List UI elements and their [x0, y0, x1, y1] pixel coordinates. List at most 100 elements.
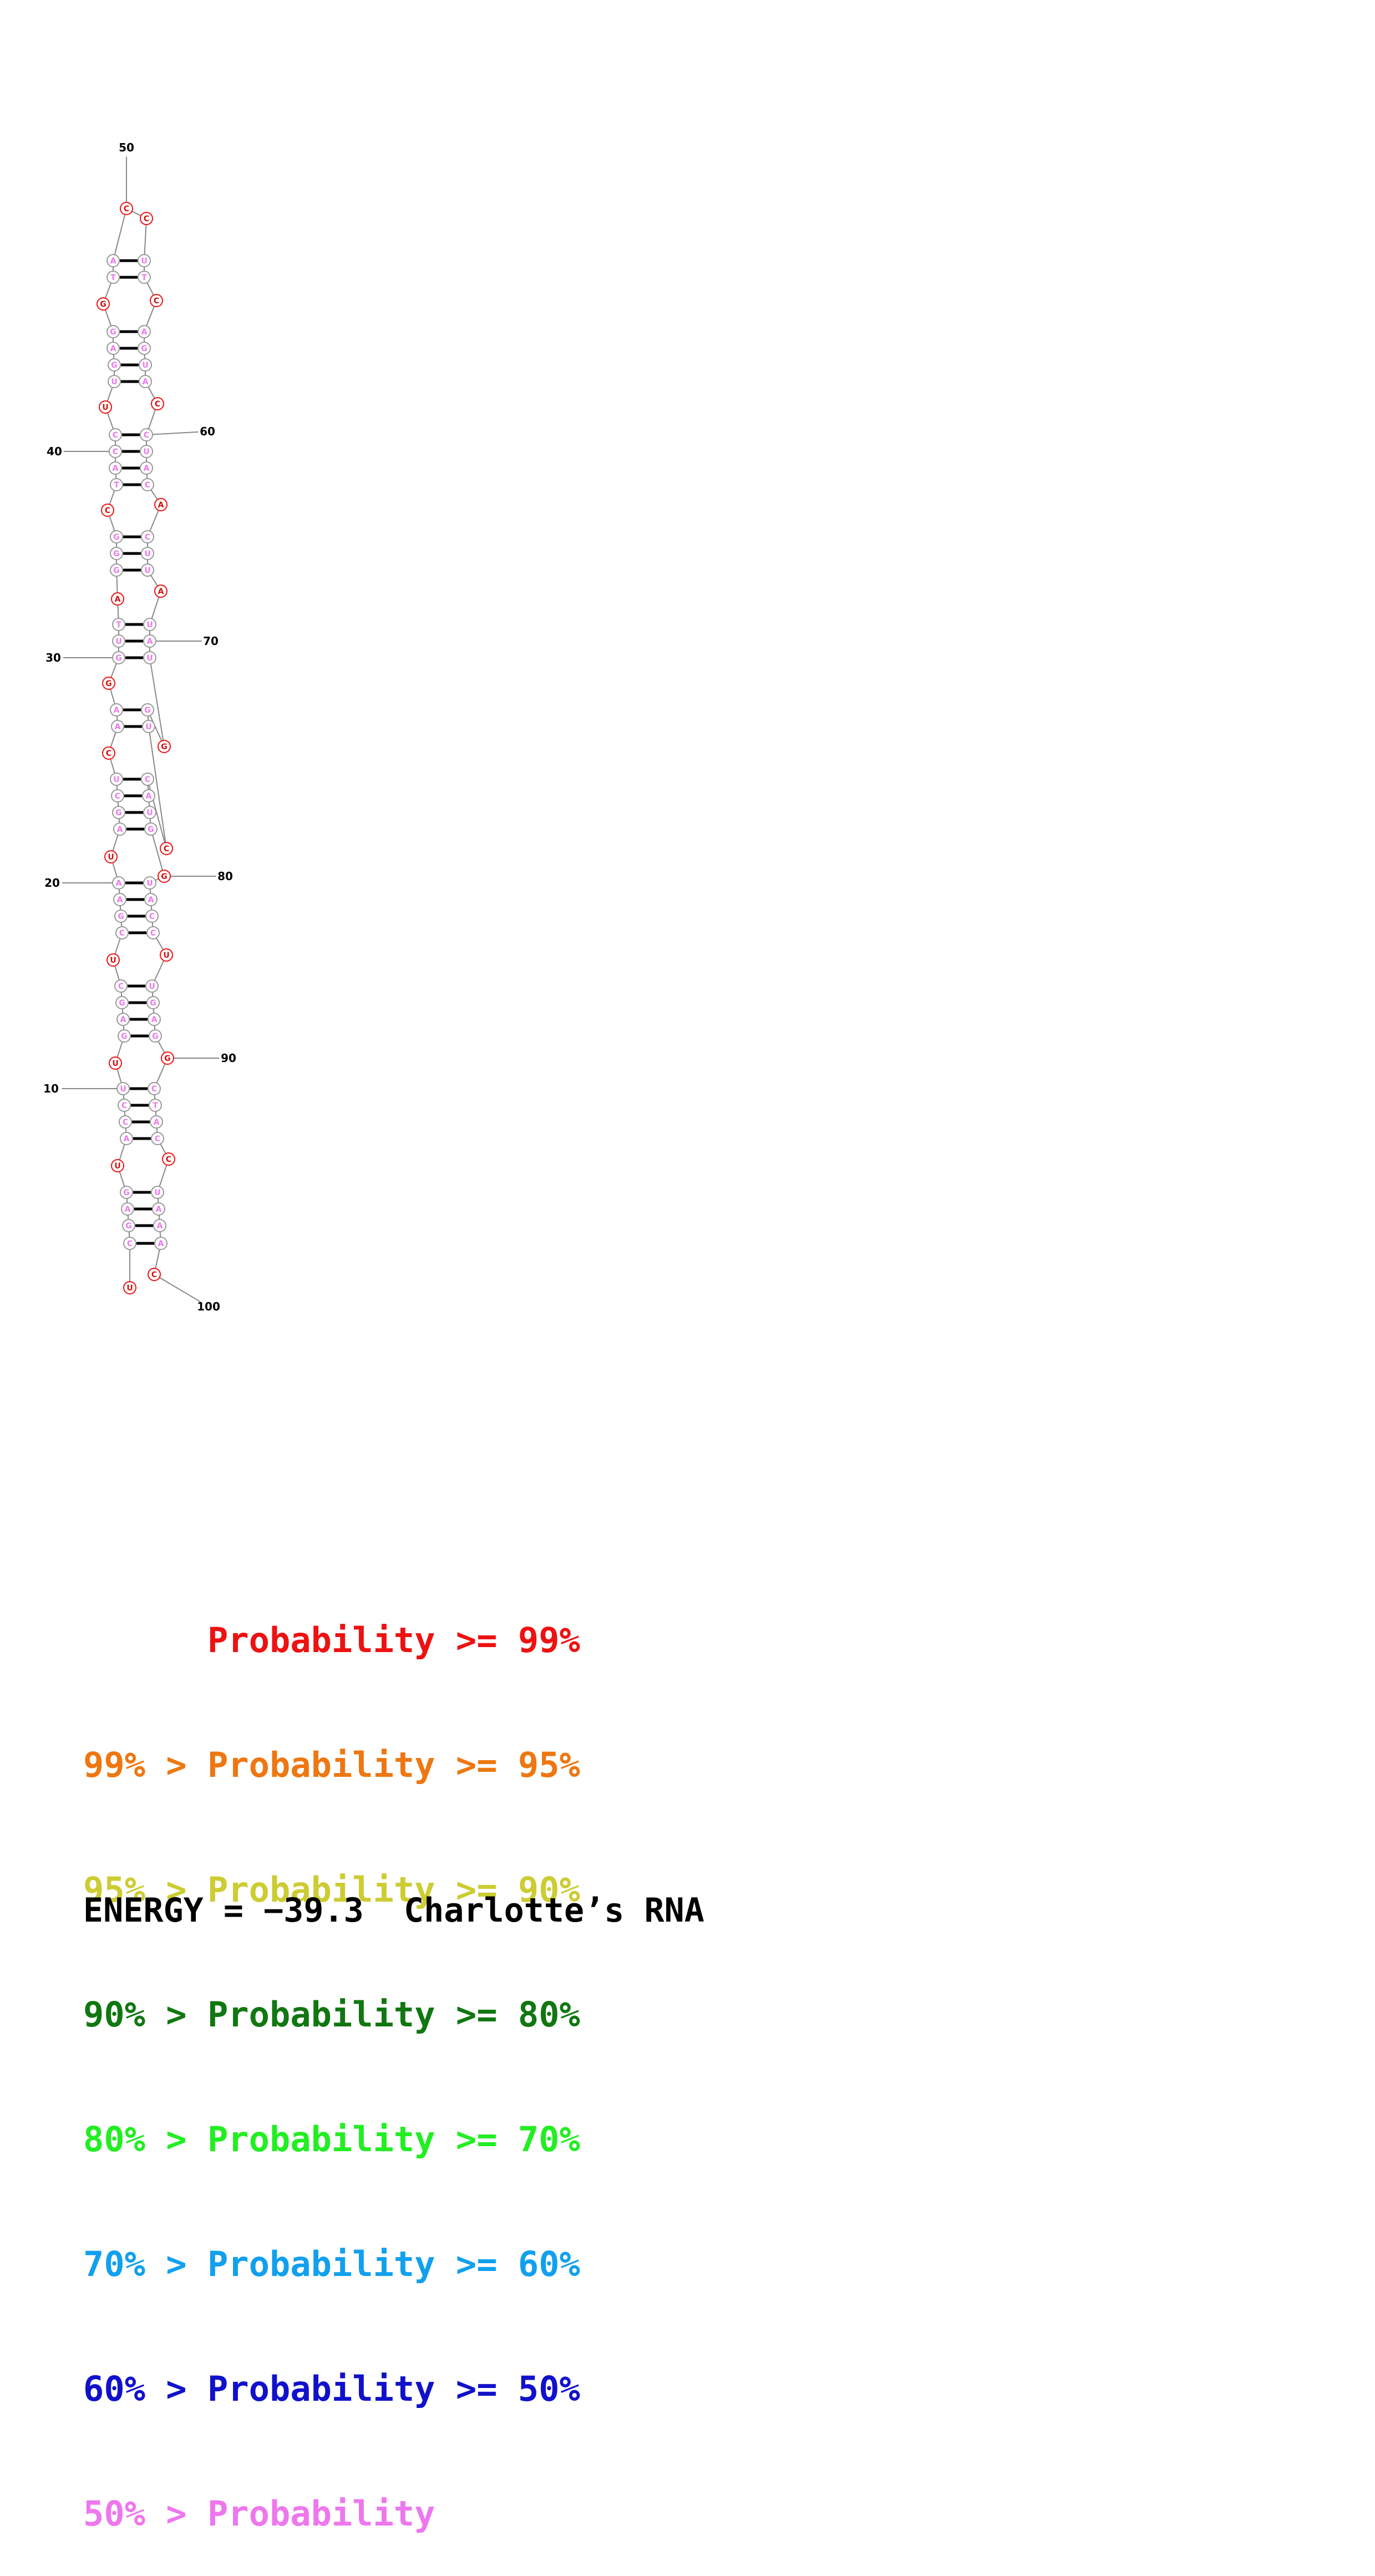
- legend-suffix: >= 50%: [455, 2369, 580, 2409]
- backbone-segment: [148, 726, 167, 849]
- nucleotide-circle: [143, 651, 156, 664]
- nucleotide-letter: A: [157, 1222, 163, 1231]
- nucleotides: UCGAGUACCUUGAGCUCGAAUAGCUCAAGGUTAGGGCTAC…: [97, 202, 175, 1294]
- nucleotide-letter: A: [147, 637, 153, 646]
- nucleotide-letter: C: [124, 205, 129, 214]
- nucleotide-letter: T: [116, 621, 121, 629]
- nucleotide-circle: [106, 342, 120, 355]
- nucleotide-circle: [106, 271, 120, 284]
- nucleotide-letter: G: [123, 1188, 130, 1197]
- nucleotide-letter: C: [113, 448, 118, 456]
- nucleotide-circle: [120, 202, 133, 215]
- nucleotide-letter: A: [148, 896, 154, 905]
- nucleotide-circle: [144, 822, 158, 836]
- nucleotide-letter: C: [115, 792, 120, 801]
- nucleotide-letter: G: [110, 328, 116, 337]
- nucleotide-letter: C: [105, 506, 110, 515]
- backbone-segment: [113, 208, 127, 261]
- nucleotide-circle: [111, 592, 124, 606]
- nucleotide-circle: [143, 618, 156, 631]
- legend-row: 80% > Probability >= 70%: [83, 2118, 580, 2160]
- legend-suffix: >= 70%: [455, 2119, 580, 2160]
- nucleotide-circle: [158, 870, 171, 883]
- nucleotide-circle: [138, 254, 151, 267]
- nucleotide-circle: [149, 1029, 162, 1043]
- nucleotide-letter: U: [146, 621, 153, 629]
- nucleotide-letter: A: [158, 501, 164, 510]
- nucleotide-circle: [112, 806, 125, 819]
- position-label: 90: [221, 1051, 236, 1065]
- nucleotide-circle: [138, 342, 151, 355]
- nucleotide-circle: [110, 547, 123, 560]
- nucleotide-letter: C: [154, 297, 159, 306]
- nucleotide-circle: [106, 254, 120, 267]
- nucleotide-letter: U: [141, 257, 147, 266]
- nucleotide-letter: U: [108, 853, 114, 862]
- nucleotide-letter: U: [112, 1059, 118, 1068]
- nucleotide-letter: C: [151, 1271, 157, 1279]
- nucleotide-letter: U: [142, 361, 148, 370]
- legend-label: Probability: [207, 2369, 435, 2409]
- legend-row: 70% > Probability >= 60%: [83, 2243, 580, 2285]
- nucleotide-circle: [150, 1115, 163, 1129]
- nucleotide-circle: [143, 876, 156, 890]
- nucleotide-circle: [101, 504, 114, 517]
- nucleotide-letter: G: [115, 654, 122, 663]
- nucleotide-circle: [139, 358, 152, 372]
- legend-label: Probability: [207, 1869, 435, 1910]
- nucleotide-letter: U: [110, 956, 116, 965]
- footer: ENERGY = −39.3 Charlotte’s RNA: [83, 1891, 704, 1930]
- nucleotide-letter: A: [110, 257, 116, 266]
- nucleotide-circle: [140, 212, 153, 225]
- nucleotide-letter: G: [148, 825, 154, 834]
- nucleotide-letter: G: [164, 1054, 171, 1063]
- nucleotide-circle: [115, 996, 129, 1009]
- probability-legend: Probability >= 99% 99% > Probability >= …: [83, 1536, 580, 2576]
- nucleotide-letter: G: [144, 706, 151, 715]
- legend-label: Probability: [207, 1745, 435, 1785]
- nucleotide-letter: C: [127, 1239, 133, 1248]
- nucleotide-circle: [141, 530, 154, 543]
- nucleotide-letter: U: [111, 378, 117, 387]
- nucleotide-circle: [109, 428, 122, 441]
- nucleotide-circle: [113, 893, 126, 906]
- nucleotide-letter: G: [161, 743, 168, 751]
- position-label: 20: [44, 876, 60, 890]
- nucleotide-letter: A: [116, 879, 122, 888]
- position-label: 70: [203, 634, 219, 648]
- nucleotide-letter: C: [113, 431, 118, 440]
- nucleotide-letter: G: [125, 1222, 132, 1231]
- nucleotide-letter: A: [125, 1205, 131, 1214]
- backbone-segment: [144, 218, 147, 261]
- legend-row: 90% > Probability >= 80%: [83, 1994, 580, 2035]
- nucleotide-circle: [102, 746, 115, 760]
- nucleotide-letter: A: [154, 1118, 160, 1127]
- nucleotide-letter: G: [161, 872, 168, 881]
- nucleotide-letter: C: [151, 1085, 157, 1094]
- position-tick: [146, 431, 199, 435]
- nucleotide-letter: C: [144, 215, 149, 223]
- nucleotide-letter: G: [150, 999, 156, 1008]
- nucleotide-circle: [110, 530, 123, 543]
- nucleotide-circle: [120, 1132, 133, 1145]
- nucleotide-letter: G: [113, 550, 120, 558]
- nucleotide-circle: [151, 397, 164, 410]
- nucleotide-circle: [161, 1051, 174, 1065]
- nucleotide-circle: [120, 1186, 133, 1199]
- nucleotide-letter: A: [117, 825, 123, 834]
- nucleotide-letter: U: [102, 403, 108, 412]
- nucleotide-letter: A: [124, 1135, 130, 1144]
- nucleotide-circle: [150, 294, 163, 307]
- nucleotide-circle: [119, 1115, 132, 1129]
- legend-prefix: 70% >: [83, 2244, 187, 2284]
- position-label: 10: [43, 1082, 59, 1095]
- legend-suffix: >= 80%: [455, 1994, 580, 2035]
- legend-suffix: >= 99%: [455, 1620, 580, 1660]
- nucleotide-letter: G: [119, 999, 125, 1008]
- nucleotide-circle: [145, 910, 159, 923]
- legend-row: 50% > Probability: [83, 2493, 580, 2534]
- nucleotide-letter: C: [164, 845, 169, 853]
- nucleotide-letter: A: [117, 896, 123, 905]
- nucleotide-circle: [99, 400, 112, 414]
